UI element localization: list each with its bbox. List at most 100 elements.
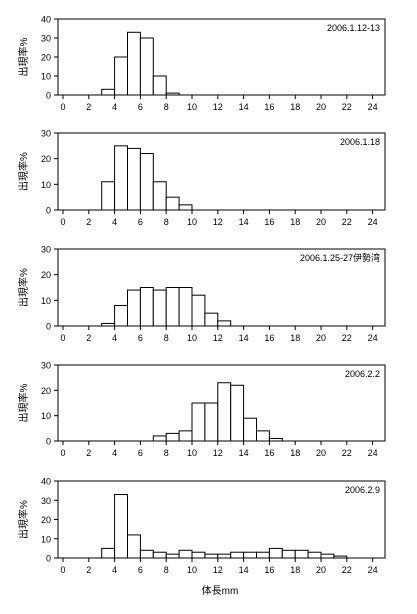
histogram-bar [114,56,128,96]
y-axis-title: 出現率% [17,500,30,539]
y-tick-label: 10 [41,411,51,421]
histogram-bar [268,547,283,559]
y-tick-label: 20 [41,53,51,63]
histogram-bar [191,294,206,327]
y-tick-label: 0 [46,322,51,332]
x-tick-label: 4 [112,217,117,227]
histogram-bar [114,304,128,327]
histogram-bar [127,289,141,327]
x-tick-label: 4 [112,102,117,112]
y-tick-label: 0 [46,554,51,564]
x-tick-label: 12 [213,102,223,112]
x-tick-label: 2 [86,102,91,112]
x-tick-label: 16 [264,565,274,575]
histogram-bar [191,402,206,442]
histogram-bar [230,551,245,559]
x-tick-label: 20 [316,102,326,112]
histogram-bar [217,382,232,442]
x-tick-label: 8 [164,102,169,112]
panel-label: 2006.2.9 [345,485,380,495]
y-tick-label: 30 [41,129,51,139]
x-tick-label: 6 [138,333,143,343]
x-tick-label: 2 [86,565,91,575]
x-tick-label: 12 [213,217,223,227]
x-tick-label: 24 [368,217,378,227]
panel-label: 2006.1.12-13 [327,23,380,33]
x-tick-label: 8 [164,333,169,343]
y-tick-label: 30 [41,496,51,506]
x-tick-label: 0 [60,333,65,343]
y-tick-label: 20 [41,515,51,525]
y-tick-label: 10 [41,180,51,190]
y-tick-label: 10 [41,534,51,544]
x-tick-label: 4 [112,448,117,458]
y-axis-title: 出現率% [17,37,30,76]
y-axis-title: 出現率% [17,383,30,422]
x-tick-label: 22 [342,565,352,575]
x-tick-label: 2 [86,217,91,227]
histogram-bar [127,31,141,96]
x-tick-label: 4 [112,333,117,343]
x-tick-label: 0 [60,102,65,112]
x-tick-label: 10 [187,102,197,112]
x-tick-label: 14 [239,448,249,458]
histogram-bar [230,384,245,442]
x-tick-label: 8 [164,448,169,458]
histogram-bar [307,551,322,559]
histogram-bar [127,147,141,211]
x-tick-label: 2 [86,448,91,458]
histogram-bar [165,432,180,442]
histogram-bar [101,322,116,327]
x-tick-label: 20 [316,448,326,458]
x-tick-label: 6 [138,448,143,458]
histogram-bar [268,437,283,442]
x-tick-label: 24 [368,102,378,112]
histogram-bar [152,75,167,96]
x-tick-label: 14 [239,333,249,343]
x-tick-label: 10 [187,217,197,227]
histogram-bar [281,549,296,559]
histogram-bar [139,37,154,96]
x-tick-label: 6 [138,217,143,227]
histogram-bar [152,435,167,442]
x-tick-label: 8 [164,565,169,575]
histogram-bar [139,549,154,559]
x-tick-label: 16 [264,102,274,112]
x-tick-label: 12 [213,448,223,458]
histogram-bar [101,547,116,559]
histogram-bar [101,88,116,96]
x-tick-label: 20 [316,565,326,575]
histogram-bar [204,402,219,442]
y-tick-label: 40 [41,15,51,25]
histogram-bar [178,287,193,327]
x-tick-label: 6 [138,102,143,112]
y-tick-label: 0 [46,206,51,216]
x-tick-label: 24 [368,448,378,458]
histogram-bar [204,553,219,559]
histogram-bar [243,417,258,442]
plot-frame [57,480,386,559]
x-tick-label: 24 [368,565,378,575]
histogram-bar [165,92,180,96]
x-tick-label: 12 [213,333,223,343]
histogram-bar [256,551,270,559]
x-axis-title: 体長mm [202,585,239,597]
histogram-bar [204,312,219,327]
histogram-bar [114,493,128,559]
y-axis-title: 出現率% [17,268,30,307]
x-tick-label: 10 [187,448,197,458]
y-tick-label: 20 [41,270,51,280]
x-tick-label: 22 [342,102,352,112]
x-tick-label: 22 [342,217,352,227]
histogram-bar [114,145,128,211]
histogram-bar [294,549,309,559]
y-tick-label: 30 [41,34,51,44]
x-tick-label: 18 [290,217,300,227]
x-tick-label: 8 [164,217,169,227]
histogram-bar [165,196,180,211]
x-tick-label: 20 [316,217,326,227]
